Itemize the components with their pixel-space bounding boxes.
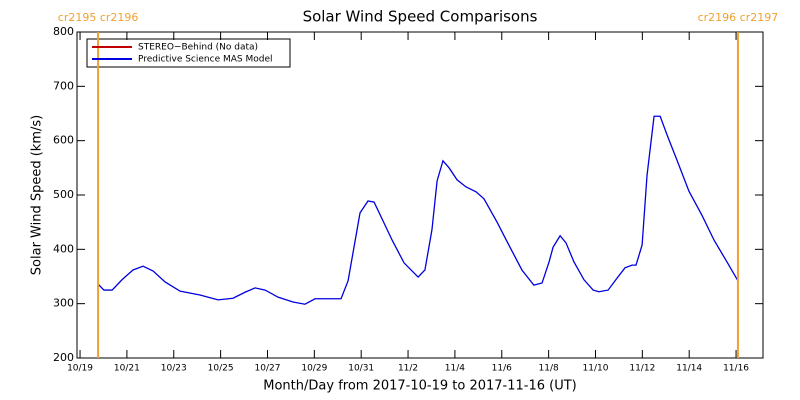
- legend-label: STEREO−Behind (No data): [138, 43, 258, 53]
- x-tick-label: 11/10: [583, 364, 609, 374]
- x-tick-label: 10/19: [67, 364, 93, 374]
- plot-area: [97, 115, 739, 305]
- x-axis-title: Month/Day from 2017-10-19 to 2017-11-16 …: [263, 379, 576, 394]
- x-tick-label: 11/2: [398, 364, 418, 374]
- x-tick-label: 11/6: [492, 364, 512, 374]
- y-tick-label: 600: [53, 134, 74, 147]
- x-tick-label: 11/14: [676, 364, 702, 374]
- x-tick-label: 10/27: [255, 364, 281, 374]
- legend-label: Predictive Science MAS Model: [138, 55, 273, 65]
- x-tick-label: 10/23: [161, 364, 187, 374]
- x-tick-label: 10/29: [301, 364, 327, 374]
- x-tick-label: 11/16: [723, 364, 749, 374]
- y-tick-label: 700: [53, 79, 74, 92]
- y-tick-label: 800: [53, 25, 74, 38]
- x-tick-label: 10/21: [114, 364, 140, 374]
- y-tick-label: 400: [53, 242, 74, 255]
- y-axis-title: Solar Wind Speed (km/s): [30, 115, 45, 275]
- x-tick-label: 11/4: [445, 364, 465, 374]
- rotation-label: cr2195 cr2196: [58, 11, 139, 24]
- x-tick-label: 10/31: [348, 364, 374, 374]
- y-tick-label: 200: [53, 351, 74, 364]
- rotation-label: cr2196 cr2197: [698, 11, 779, 24]
- legend-box: [86, 38, 291, 68]
- y-tick-label: 500: [53, 188, 74, 201]
- x-tick-label: 11/8: [539, 364, 559, 374]
- x-tick-label: 10/25: [208, 364, 234, 374]
- series-line: [97, 115, 739, 305]
- y-tick-label: 300: [53, 297, 74, 310]
- x-tick-label: 11/12: [629, 364, 655, 374]
- chart-title: Solar Wind Speed Comparisons: [303, 8, 538, 26]
